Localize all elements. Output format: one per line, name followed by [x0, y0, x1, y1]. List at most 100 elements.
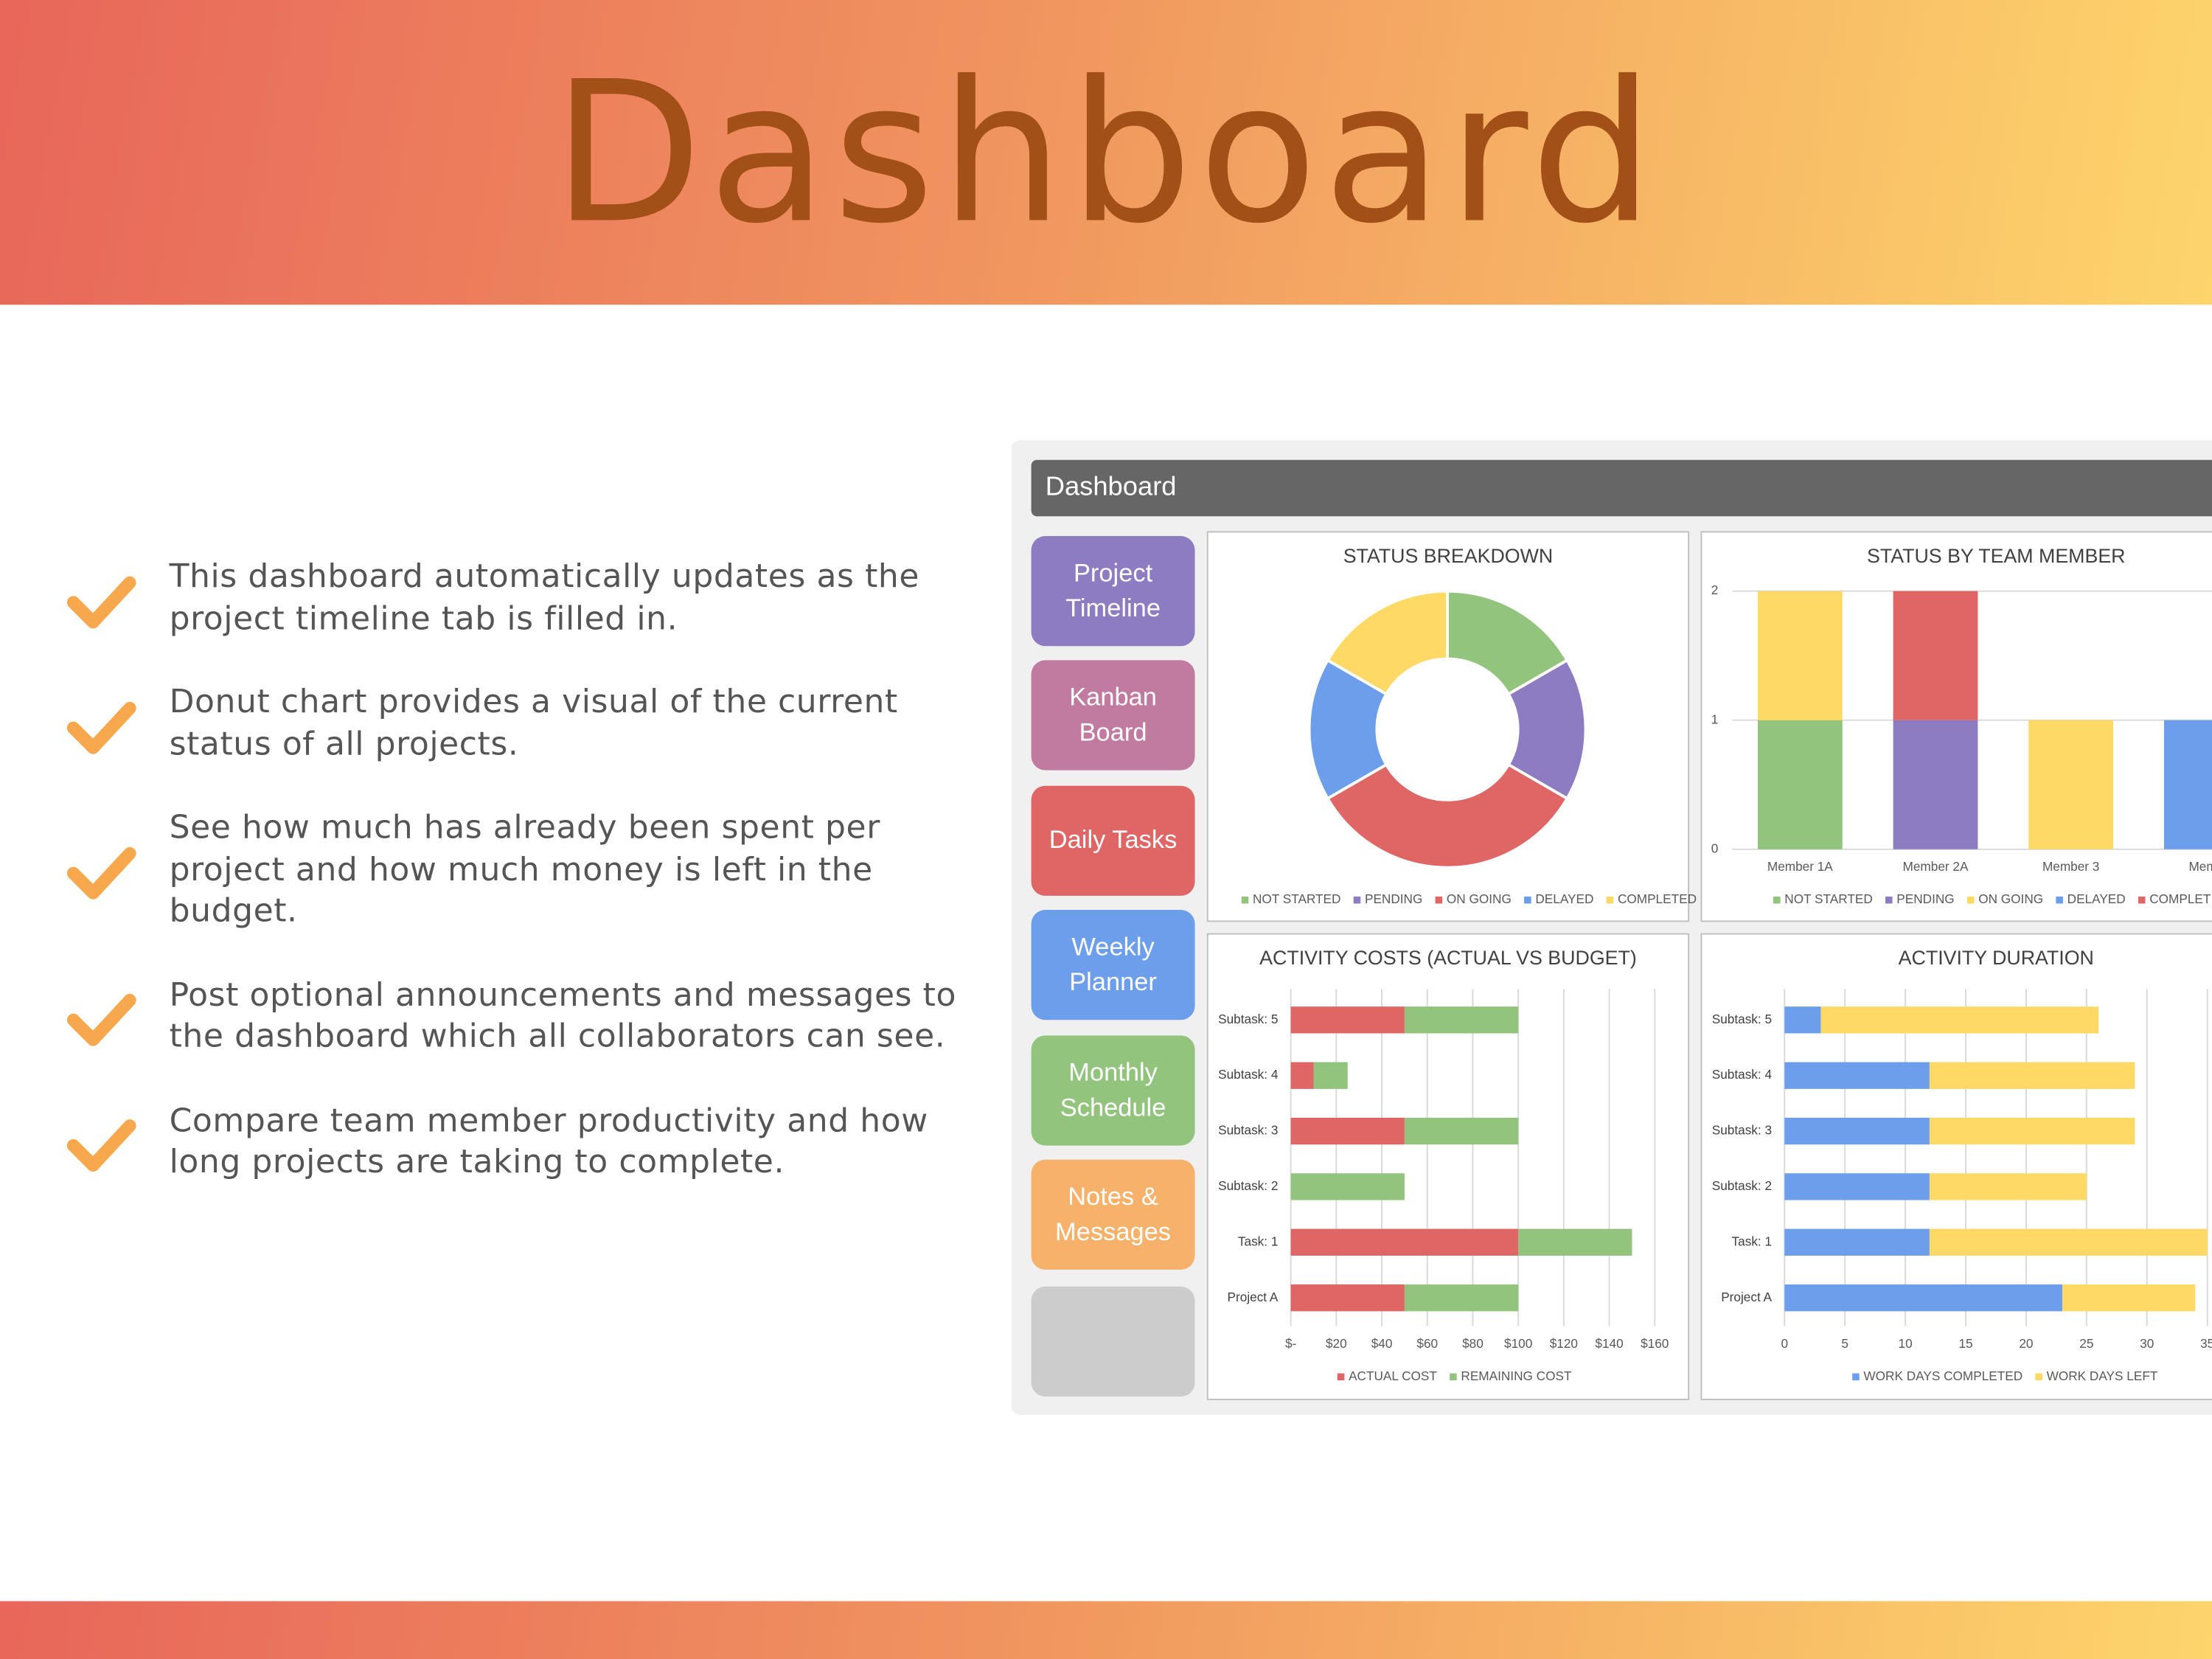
- legend-label: ON GOING: [1447, 891, 1512, 906]
- check-stroke: [66, 993, 136, 1046]
- bar-segment: [1929, 1173, 2087, 1200]
- header-band: Dashboard: [0, 0, 2212, 305]
- nav-button[interactable]: Kanban Board: [1031, 661, 1195, 771]
- nav-button[interactable]: Daily Tasks: [1031, 785, 1195, 896]
- x-tick-label: Member 1A: [1767, 859, 1833, 874]
- bar-segment: [2028, 720, 2114, 849]
- check-icon: [66, 700, 136, 754]
- legend-swatch: [1885, 896, 1893, 904]
- bar-segment: [2163, 720, 2212, 849]
- x-tick-label: 5: [1841, 1336, 1848, 1351]
- legend-swatch: [1450, 1373, 1457, 1381]
- x-tick-label: $160: [1641, 1336, 1669, 1351]
- legend-swatch: [1606, 896, 1614, 904]
- page-title: Dashboard: [552, 39, 1660, 267]
- x-tick-label: $-: [1285, 1336, 1296, 1351]
- y-tick-label: Subtask: 5: [1218, 1012, 1278, 1026]
- donut-slice: [1326, 589, 1449, 696]
- legend-label: PENDING: [1896, 891, 1954, 906]
- bar-segment: [1784, 1228, 1930, 1256]
- chart-panel: [1700, 933, 2212, 1400]
- check-icon: [66, 1119, 136, 1172]
- bar-segment: [1784, 1062, 1930, 1089]
- bullet-text: Donut chart provides a visual of the cur…: [169, 684, 898, 763]
- x-tick-label: $40: [1371, 1336, 1393, 1351]
- y-tick-label: Subtask: 2: [1218, 1178, 1278, 1193]
- bar-segment: [1820, 1006, 2099, 1034]
- bar-segment: [1757, 591, 1843, 720]
- legend-swatch: [2056, 896, 2063, 904]
- legend-swatch: [1524, 896, 1531, 904]
- legend-swatch: [1435, 896, 1443, 904]
- legend-swatch: [2138, 896, 2146, 904]
- bullet-list: This dashboard automatically updates as …: [62, 557, 993, 1184]
- bar-segment: [1784, 1117, 1930, 1145]
- bullet-text: This dashboard automatically updates as …: [169, 558, 920, 637]
- nav-button[interactable]: Notes & Messages: [1031, 1159, 1195, 1270]
- legend-label: ON GOING: [1978, 891, 2043, 906]
- chart-title: STATUS BY TEAM MEMBER: [1867, 545, 2126, 567]
- legend-swatch: [1337, 1373, 1345, 1381]
- donut-slice: [1307, 658, 1388, 801]
- x-tick-label: 30: [2140, 1336, 2154, 1351]
- donut-slice: [1446, 589, 1570, 696]
- bar-segment: [1929, 1117, 2135, 1145]
- bullet-item: Post optional announcements and messages…: [62, 975, 993, 1059]
- bar-segment: [1290, 1228, 1519, 1256]
- bullet-text: Compare team member productivity and how…: [169, 1102, 928, 1181]
- legend-label: ACTUAL COST: [1349, 1368, 1437, 1383]
- y-tick-label: 0: [1711, 841, 1719, 855]
- chart-title: ACTIVITY COSTS (ACTUAL VS BUDGET): [1259, 947, 1637, 969]
- legend-swatch: [1852, 1373, 1860, 1381]
- nav-button-empty[interactable]: [1031, 1286, 1195, 1397]
- y-tick-label: 1: [1711, 712, 1719, 726]
- nav-button[interactable]: Project Timeline: [1031, 536, 1195, 647]
- x-tick-label: $60: [1416, 1336, 1438, 1351]
- legend-label: REMAINING COST: [1461, 1368, 1572, 1383]
- chart-title: STATUS BREAKDOWN: [1343, 545, 1554, 567]
- x-tick-label: 0: [1781, 1336, 1788, 1351]
- check-stroke: [66, 700, 136, 754]
- nav-button[interactable]: Monthly Schedule: [1031, 1034, 1195, 1145]
- dashboard-title: Dashboard: [1046, 471, 1177, 501]
- footer-band: [0, 1601, 2212, 1659]
- legend-swatch: [2035, 1373, 2042, 1381]
- bar-segment: [1404, 1006, 1519, 1034]
- chart-panel: [1206, 933, 1690, 1400]
- check-icon: [66, 847, 136, 900]
- bullet-item: This dashboard automatically updates as …: [62, 557, 993, 641]
- legend-label: DELAYED: [1535, 891, 1593, 906]
- bar-segment: [1404, 1117, 1519, 1145]
- legend-swatch: [1773, 896, 1781, 904]
- bar-segment: [1893, 720, 1978, 849]
- legend-label: COMPLET: [2149, 891, 2211, 906]
- legend-label: COMPLETED: [1618, 891, 1697, 906]
- legend-label: PENDING: [1365, 891, 1422, 906]
- bar-segment: [1290, 1006, 1405, 1034]
- bullet-item: Donut chart provides a visual of the cur…: [62, 683, 993, 766]
- y-tick-label: Subtask: 5: [1712, 1012, 1772, 1026]
- bar-segment: [1404, 1284, 1519, 1312]
- legend-label: WORK DAYS COMPLETED: [1863, 1368, 2023, 1383]
- nav-button[interactable]: Weekly Planner: [1031, 910, 1195, 1020]
- bar-segment: [1929, 1062, 2135, 1089]
- x-tick-label: Member 2A: [1903, 859, 1969, 874]
- dashboard-title-bar: [1031, 459, 2212, 517]
- check-stroke: [66, 575, 136, 628]
- check-stroke: [66, 1119, 136, 1172]
- bar-segment: [1757, 720, 1843, 849]
- bar-segment: [1290, 1284, 1405, 1312]
- bar-segment: [1784, 1284, 2063, 1312]
- bar-segment: [2062, 1284, 2196, 1312]
- bar-segment: [1784, 1006, 1821, 1034]
- y-tick-label: Subtask: 2: [1712, 1178, 1772, 1193]
- legend-swatch: [1353, 896, 1361, 904]
- bar-segment: [1893, 591, 1978, 720]
- legend-label: NOT STARTED: [1784, 891, 1872, 906]
- bar-segment: [1929, 1228, 2208, 1256]
- donut-slice: [1506, 658, 1587, 801]
- legend-label: WORK DAYS LEFT: [2047, 1368, 2158, 1383]
- bullet-item: Compare team member productivity and how…: [62, 1101, 993, 1184]
